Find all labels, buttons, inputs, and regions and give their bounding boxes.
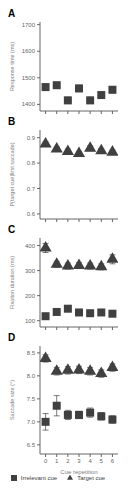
html-text:B: B xyxy=(8,116,16,127)
svg-text:1400: 1400 xyxy=(22,101,36,107)
svg-text:Fixation duration (ms): Fixation duration (ms) xyxy=(9,256,15,309)
svg-text:3: 3 xyxy=(77,458,81,464)
svg-text:P(target cue|first saccade): P(target cue|first saccade) xyxy=(9,142,15,206)
svg-text:8.0: 8.0 xyxy=(27,373,36,379)
svg-text:Saccade size (°): Saccade size (°) xyxy=(9,380,15,420)
svg-text:2: 2 xyxy=(66,458,70,464)
svg-text:7.5: 7.5 xyxy=(27,396,36,402)
svg-text:1700: 1700 xyxy=(22,22,36,28)
svg-text:1: 1 xyxy=(55,458,59,464)
svg-text:4: 4 xyxy=(88,458,92,464)
svg-text:400: 400 xyxy=(25,243,36,249)
svg-text:100: 100 xyxy=(25,318,36,324)
svg-text:300: 300 xyxy=(25,268,36,274)
svg-text:1500: 1500 xyxy=(22,75,36,81)
html-text:Irrelevant cue: Irrelevant cue xyxy=(20,475,58,481)
html-text:C: C xyxy=(8,224,16,235)
svg-text:200: 200 xyxy=(25,293,36,299)
svg-text:7.0: 7.0 xyxy=(27,419,36,425)
svg-text:0.9: 0.9 xyxy=(27,135,36,141)
html-text:Target cue: Target cue xyxy=(77,475,106,481)
svg-text:Response time (ms): Response time (ms) xyxy=(9,42,15,91)
svg-text:5: 5 xyxy=(100,458,104,464)
svg-text:Cue repetition: Cue repetition xyxy=(60,469,97,475)
svg-text:8.5: 8.5 xyxy=(27,350,36,356)
html-text:A: A xyxy=(8,8,16,19)
svg-text:6.5: 6.5 xyxy=(27,442,36,448)
svg-text:0.6: 0.6 xyxy=(27,211,36,217)
svg-text:0.8: 0.8 xyxy=(27,160,36,166)
svg-text:1600: 1600 xyxy=(22,48,36,54)
svg-text:6: 6 xyxy=(111,458,115,464)
svg-text:0.7: 0.7 xyxy=(27,186,36,192)
svg-text:0: 0 xyxy=(44,458,48,464)
html-text:D: D xyxy=(8,332,16,343)
